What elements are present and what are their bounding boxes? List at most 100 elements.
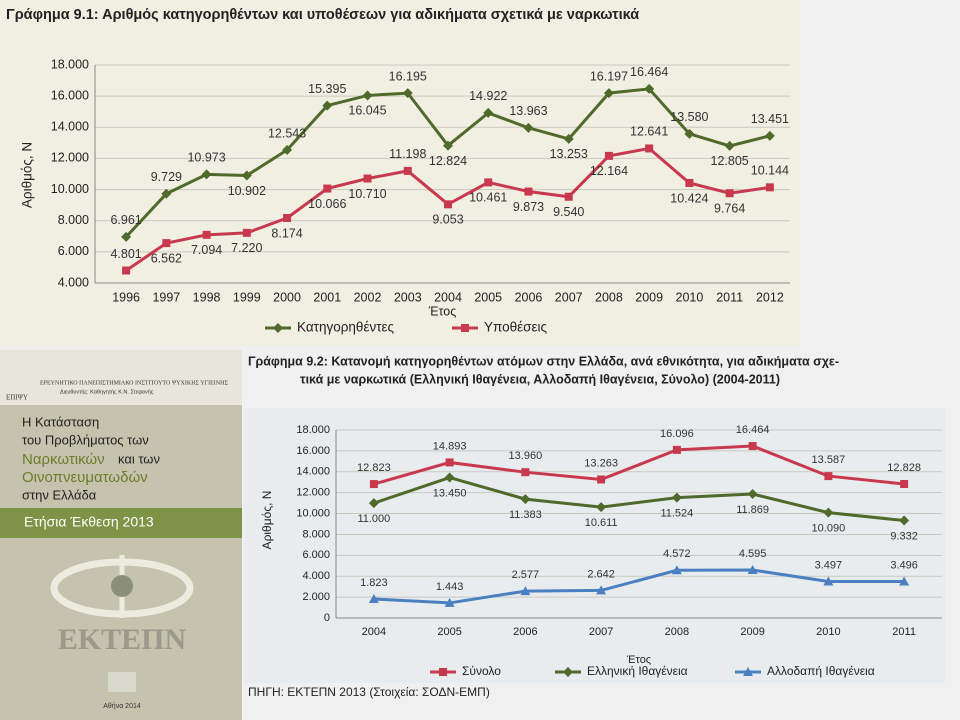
marker: [323, 184, 332, 193]
marker: [684, 128, 695, 139]
y-tick-label: 8.000: [58, 213, 89, 227]
data-label: 15.395: [308, 82, 346, 96]
x-tick-label: 2012: [756, 290, 784, 304]
marker: [671, 492, 682, 503]
marker: [402, 88, 413, 99]
x-tick-label: 1996: [112, 290, 140, 304]
legend-marker: [461, 324, 469, 332]
chart2-title: Γράφημα 9.2: Κατανομή κατηγορηθέντων ατό…: [248, 354, 839, 368]
cover-title: Οινοπνευματωδών: [22, 469, 148, 486]
marker: [604, 151, 613, 160]
data-label: 12.641: [630, 125, 668, 139]
cover-title: στην Ελλάδα: [22, 487, 97, 502]
cover-title: του Προβλήματος των: [22, 432, 149, 447]
y-tick-label: 18.000: [296, 424, 330, 436]
marker: [368, 593, 379, 603]
data-label: 13.963: [509, 104, 547, 118]
marker: [603, 88, 614, 99]
marker: [524, 187, 533, 196]
marker: [322, 100, 333, 111]
data-label: 4.595: [739, 548, 767, 560]
data-label: 16.096: [660, 428, 694, 440]
data-label: 9.332: [890, 530, 918, 542]
chart1-title: Γράφημα 9.1: Αριθμός κατηγορηθέντων και …: [6, 7, 639, 23]
x-tick-label: 2009: [740, 626, 764, 638]
marker: [202, 230, 211, 239]
marker: [483, 107, 494, 118]
cover-institute: ΕΡΕΥΝΗΤΙΚΟ ΠΑΝΕΠΙΣΤΗΜΙΑΚΟ ΙΝΣΤΙΤΟΥΤΟ ΨΥΧ…: [40, 380, 228, 386]
x-tick-label: 2005: [437, 626, 461, 638]
y-tick-label: 14.000: [296, 466, 330, 478]
report-cover: ΕΡΕΥΝΗΤΙΚΟ ΠΑΝΕΠΙΣΤΗΜΙΑΚΟ ΙΝΣΤΙΤΟΥΤΟ ΨΥΧ…: [0, 350, 242, 720]
data-label: 13.587: [812, 454, 846, 466]
data-label: 9.053: [432, 213, 463, 227]
cover-band-text: Ετήσια Έκθεση 2013: [24, 514, 154, 530]
cover-emblem: [111, 575, 133, 597]
marker: [368, 498, 379, 509]
marker: [748, 442, 757, 451]
data-label: 7.094: [191, 243, 222, 257]
marker: [444, 472, 455, 483]
marker: [724, 140, 735, 151]
y-tick-label: 12.000: [51, 151, 89, 165]
x-tick-label: 2008: [665, 626, 689, 638]
data-label: 4.801: [110, 247, 141, 261]
x-tick-label: 2007: [555, 290, 583, 304]
x-axis-title: Έτος: [626, 654, 651, 666]
marker: [521, 468, 530, 477]
data-label: 9.729: [151, 170, 182, 184]
data-label: 6.562: [151, 251, 182, 265]
data-label: 10.710: [348, 187, 386, 201]
legend-label: Υποθέσεις: [484, 320, 548, 335]
legend-marker: [273, 323, 283, 333]
marker: [520, 586, 531, 596]
marker: [596, 502, 607, 513]
y-tick-label: 4.000: [58, 275, 89, 289]
marker: [747, 565, 758, 575]
y-axis-title: Αριθμός, N: [20, 142, 35, 208]
x-tick-label: 2001: [313, 290, 341, 304]
data-label: 14.922: [469, 89, 507, 103]
marker: [282, 144, 293, 155]
x-tick-label: 2009: [635, 290, 663, 304]
x-tick-label: 2011: [716, 290, 743, 304]
data-label: 13.263: [584, 457, 618, 469]
data-label: 10.066: [308, 197, 346, 211]
cover-title: Ναρκωτικών: [22, 451, 105, 468]
data-label: 13.450: [433, 487, 467, 499]
data-label: 7.220: [231, 241, 262, 255]
x-tick-label: 2002: [354, 290, 382, 304]
x-tick-label: 2010: [816, 626, 840, 638]
legend-marker: [743, 667, 753, 676]
marker: [900, 480, 909, 489]
marker: [725, 189, 734, 198]
marker: [747, 489, 758, 500]
data-label: 10.424: [670, 191, 708, 205]
cover-director: Διευθυντής: Καθηγητής Κ.Ν. Στεφανής: [60, 388, 154, 395]
legend-label: Σύνολο: [462, 664, 501, 678]
x-tick-label: 2004: [434, 290, 462, 304]
marker: [823, 576, 834, 586]
data-label: 12.824: [429, 154, 467, 168]
marker: [520, 494, 531, 505]
x-tick-label: 2006: [513, 626, 537, 638]
y-axis-title: Αριθμός, N: [260, 491, 274, 550]
marker: [363, 174, 372, 183]
marker: [121, 231, 132, 242]
data-label: 12.805: [711, 154, 749, 168]
data-label: 16.464: [736, 424, 770, 436]
series-line: [373, 475, 905, 523]
y-tick-label: 10.000: [296, 507, 330, 519]
data-label: 14.893: [433, 440, 467, 452]
marker: [242, 228, 251, 237]
x-tick-label: 2005: [474, 290, 502, 304]
legend-label: Αλλοδαπή Ιθαγένεια: [767, 664, 875, 678]
x-tick-label: 2007: [589, 626, 613, 638]
marker: [444, 597, 455, 607]
y-tick-label: 2.000: [302, 591, 330, 603]
data-label: 1.823: [360, 577, 388, 589]
data-label: 16.195: [389, 69, 427, 83]
data-label: 3.496: [890, 559, 918, 571]
cover-title: και των: [118, 451, 160, 466]
data-label: 2.577: [512, 569, 540, 581]
